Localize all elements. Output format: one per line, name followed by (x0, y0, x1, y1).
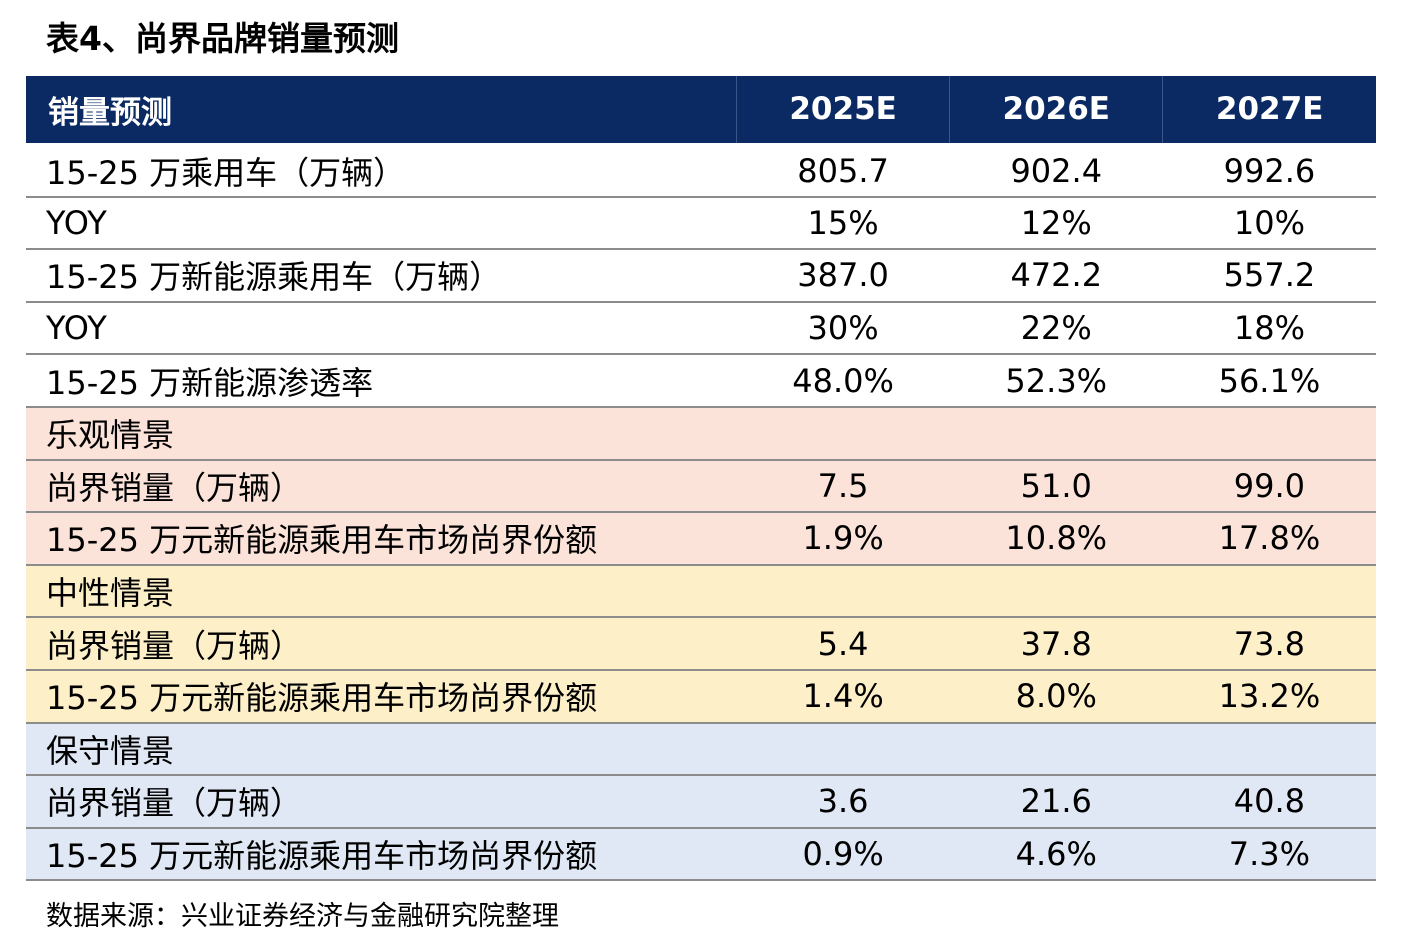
data-label: 472.2 (949, 249, 1163, 303)
table-row: 15-25 万新能源渗透率 48.0% 52.3% 56.1% (26, 354, 1376, 408)
data-label: 52.3% (949, 354, 1163, 408)
data-label: 73.8 (1162, 617, 1376, 671)
row-label: 15-25 万元新能源乘用车市场尚界份额 (26, 669, 737, 724)
data-label (949, 722, 1163, 777)
data-label: 4.6% (949, 827, 1163, 882)
data-label: 992.6 (1162, 144, 1376, 198)
table-row: 15-25 万元新能源乘用车市场尚界份额 0.9% 4.6% 7.3% (26, 827, 1376, 882)
row-label: YOY (26, 196, 737, 251)
table-row: 15-25 万新能源乘用车（万辆） 387.0 472.2 557.2 (26, 249, 1376, 303)
table-title: 表4、尚界品牌销量预测 (46, 19, 399, 58)
data-label (1162, 564, 1376, 619)
table-row: 15-25 万乘用车（万辆） 805.7 902.4 992.6 (26, 144, 1376, 198)
data-source-note: 数据来源：兴业证券经济与金融研究院整理 (46, 901, 559, 932)
row-label: 15-25 万元新能源乘用车市场尚界份额 (26, 827, 737, 882)
table-row: 中性情景 (26, 564, 1376, 619)
row-label: YOY (26, 301, 737, 356)
row-label: 尚界销量（万辆） (26, 617, 737, 671)
data-label (1162, 722, 1376, 777)
data-label: 15% (736, 196, 950, 251)
data-label: 5.4 (736, 617, 950, 671)
data-label: 8.0% (949, 669, 1163, 724)
header-year: 2026E (949, 76, 1163, 146)
row-label: 15-25 万乘用车（万辆） (26, 144, 737, 198)
data-label: 387.0 (736, 249, 950, 303)
data-label (1162, 406, 1376, 461)
data-label: 48.0% (736, 354, 950, 408)
table-row: 尚界销量（万辆） 3.6 21.6 40.8 (26, 775, 1376, 829)
sales-forecast-table: 销量预测 2025E 2026E 2027E 15-25 万乘用车（万辆） 805… (26, 76, 1376, 882)
table-row: 保守情景 (26, 722, 1376, 777)
data-label: 10% (1162, 196, 1376, 251)
row-label: 15-25 万新能源渗透率 (26, 354, 737, 408)
table-row: 15-25 万元新能源乘用车市场尚界份额 1.4% 8.0% 13.2% (26, 669, 1376, 724)
data-label: 18% (1162, 301, 1376, 356)
row-label: 15-25 万新能源乘用车（万辆） (26, 249, 737, 303)
table-row: 尚界销量（万辆） 5.4 37.8 73.8 (26, 617, 1376, 671)
header-year: 2025E (736, 76, 950, 146)
data-label: 3.6 (736, 775, 950, 829)
table-row: 尚界销量（万辆） 7.5 51.0 99.0 (26, 459, 1376, 514)
data-label: 7.3% (1162, 827, 1376, 882)
data-label (736, 722, 950, 777)
table-row: YOY 15% 12% 10% (26, 196, 1376, 251)
data-label: 51.0 (949, 459, 1163, 514)
data-label: 17.8% (1162, 512, 1376, 566)
data-label (949, 564, 1163, 619)
row-label: 保守情景 (26, 722, 737, 777)
table-row: YOY 30% 22% 18% (26, 301, 1376, 356)
data-label: 7.5 (736, 459, 950, 514)
header-label: 销量预测 (26, 76, 737, 146)
data-label: 0.9% (736, 827, 950, 882)
data-label: 37.8 (949, 617, 1163, 671)
data-label: 805.7 (736, 144, 950, 198)
row-label: 尚界销量（万辆） (26, 459, 737, 514)
data-label: 30% (736, 301, 950, 356)
data-label: 56.1% (1162, 354, 1376, 408)
data-label: 10.8% (949, 512, 1163, 566)
data-label: 1.9% (736, 512, 950, 566)
data-label (949, 406, 1163, 461)
table-row: 15-25 万元新能源乘用车市场尚界份额 1.9% 10.8% 17.8% (26, 512, 1376, 566)
data-label: 12% (949, 196, 1163, 251)
header-year: 2027E (1162, 76, 1376, 146)
data-label: 902.4 (949, 144, 1163, 198)
row-label: 尚界销量（万辆） (26, 775, 737, 829)
data-label: 22% (949, 301, 1163, 356)
table-body: 15-25 万乘用车（万辆） 805.7 902.4 992.6 YOY 15% 12% 10… (26, 144, 1376, 882)
data-label: 557.2 (1162, 249, 1376, 303)
data-label (736, 406, 950, 461)
row-label: 乐观情景 (26, 406, 737, 461)
data-label: 21.6 (949, 775, 1163, 829)
data-label: 13.2% (1162, 669, 1376, 724)
header-row: 销量预测 2025E 2026E 2027E (26, 76, 1376, 146)
row-label: 15-25 万元新能源乘用车市场尚界份额 (26, 512, 737, 566)
data-label (736, 564, 950, 619)
data-label: 1.4% (736, 669, 950, 724)
data-label: 99.0 (1162, 459, 1376, 514)
row-label: 中性情景 (26, 564, 737, 619)
table-row: 乐观情景 (26, 406, 1376, 461)
data-label: 40.8 (1162, 775, 1376, 829)
